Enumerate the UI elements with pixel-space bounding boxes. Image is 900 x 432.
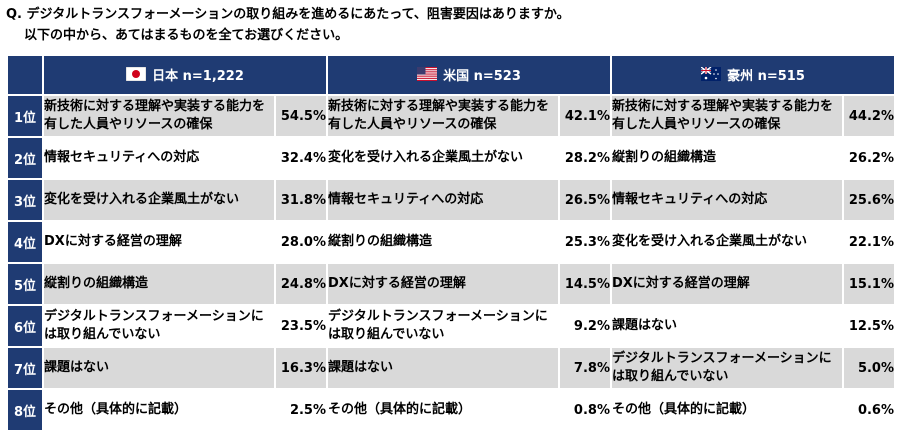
percentage-value: 16.3%	[273, 346, 329, 390]
percentage-value: 14.5%	[557, 262, 612, 306]
question-line-2: 以下の中から、あてはまるものを全てお選びください。	[24, 28, 349, 43]
item-label: 情報セキュリティへの対応	[326, 178, 560, 222]
rank-label: 6位	[6, 304, 44, 348]
australia-flag-icon	[701, 67, 722, 82]
item-label: DXに対する経営の理解	[326, 262, 560, 306]
percentage-value: 28.2%	[557, 136, 612, 180]
item-label: 課題はない	[326, 346, 560, 390]
rank-label: 3位	[6, 178, 44, 222]
column-header-usa: 米国 n=523	[326, 54, 612, 96]
item-label: 新技術に対する理解や実装する能力を有した人員やリソースの確保	[326, 94, 560, 138]
question-line-1: Q. デジタルトランスフォーメーションの取り組みを進めるにあたって、阻害要因はあ…	[6, 7, 570, 22]
percentage-value: 23.5%	[273, 304, 329, 348]
table-body: 1位 新技術に対する理解や実装する能力を有した人員やリソースの確保 54.5% 新技術…	[6, 94, 896, 432]
column-label-usa: 米国 n=523	[443, 68, 521, 84]
item-label: 情報セキュリティへの対応	[609, 178, 845, 222]
column-header-japan: 日本 n=1,222	[42, 54, 328, 96]
percentage-value: 15.1%	[842, 262, 896, 306]
item-label: その他（具体的に記載）	[326, 388, 560, 432]
percentage-value: 2.5%	[273, 388, 329, 432]
table-header-row: 日本 n=1,222 米国 n=523	[6, 54, 897, 96]
percentage-value: 26.5%	[557, 178, 612, 222]
table-row: 1位 新技術に対する理解や実装する能力を有した人員やリソースの確保 54.5% 新技術…	[6, 94, 896, 138]
column-label-australia: 豪州 n=515	[727, 68, 805, 84]
percentage-value: 31.8%	[273, 178, 329, 222]
item-label: その他（具体的に記載）	[42, 388, 276, 432]
item-label: デジタルトランスフォーメーションには取り組んでいない	[326, 304, 560, 348]
item-label: DXに対する経営の理解	[42, 220, 276, 264]
item-label: DXに対する経営の理解	[609, 262, 845, 306]
item-label: 縦割りの組織構造	[42, 262, 276, 306]
percentage-value: 25.3%	[557, 220, 612, 264]
ranking-table: 日本 n=1,222 米国 n=523	[6, 54, 897, 432]
table-corner	[6, 54, 44, 96]
percentage-value: 26.2%	[842, 136, 896, 180]
percentage-value: 54.5%	[273, 94, 329, 138]
table-row: 3位 変化を受け入れる企業風土がない 31.8% 情報セキュリティへの対応 26.5% 情…	[6, 178, 896, 222]
table-row: 7位 課題はない 16.3% 課題はない 7.8% デジタルトランスフォーメーションには取…	[6, 346, 896, 390]
item-label: その他（具体的に記載）	[609, 388, 845, 432]
column-header-australia: 豪州 n=515	[609, 54, 897, 96]
rank-label: 8位	[6, 388, 44, 432]
item-label: 新技術に対する理解や実装する能力を有した人員やリソースの確保	[42, 94, 276, 138]
table-row: 4位 DXに対する経営の理解 28.0% 縦割りの組織構造 25.3% 変化を受け入れる企…	[6, 220, 896, 264]
percentage-value: 25.6%	[842, 178, 896, 222]
percentage-value: 22.1%	[842, 220, 896, 264]
table-row: 8位 その他（具体的に記載） 2.5% その他（具体的に記載） 0.8% その他（具体的に…	[6, 388, 896, 432]
item-label: 新技術に対する理解や実装する能力を有した人員やリソースの確保	[609, 94, 845, 138]
item-label: デジタルトランスフォーメーションには取り組んでいない	[42, 304, 276, 348]
table-row: 5位 縦割りの組織構造 24.8% DXに対する経営の理解 14.5% DXに対する経営の…	[6, 262, 896, 306]
item-label: 課題はない	[42, 346, 276, 390]
percentage-value: 24.8%	[273, 262, 329, 306]
usa-flag-icon	[417, 67, 438, 82]
table-row: 2位 情報セキュリティへの対応 32.4% 変化を受け入れる企業風土がない 28.2% 縦…	[6, 136, 896, 180]
question-text: Q. デジタルトランスフォーメーションの取り組みを進めるにあたって、阻害要因はあ…	[6, 4, 570, 46]
item-label: 変化を受け入れる企業風土がない	[42, 178, 276, 222]
percentage-value: 9.2%	[557, 304, 612, 348]
percentage-value: 12.5%	[842, 304, 896, 348]
japan-flag-icon	[126, 67, 147, 82]
item-label: デジタルトランスフォーメーションには取り組んでいない	[609, 346, 845, 390]
item-label: 変化を受け入れる企業風土がない	[326, 136, 560, 180]
item-label: 課題はない	[609, 304, 845, 348]
item-label: 変化を受け入れる企業風土がない	[609, 220, 845, 264]
item-label: 縦割りの組織構造	[609, 136, 845, 180]
rank-label: 7位	[6, 346, 44, 390]
percentage-value: 32.4%	[273, 136, 329, 180]
table-row: 6位 デジタルトランスフォーメーションには取り組んでいない 23.5% デジタルトラン…	[6, 304, 896, 348]
item-label: 情報セキュリティへの対応	[42, 136, 276, 180]
percentage-value: 28.0%	[273, 220, 329, 264]
rank-label: 1位	[6, 94, 44, 138]
percentage-value: 5.0%	[842, 346, 896, 390]
rank-label: 4位	[6, 220, 44, 264]
percentage-value: 44.2%	[842, 94, 896, 138]
percentage-value: 0.8%	[557, 388, 612, 432]
percentage-value: 0.6%	[842, 388, 896, 432]
percentage-value: 42.1%	[557, 94, 612, 138]
item-label: 縦割りの組織構造	[326, 220, 560, 264]
column-label-japan: 日本 n=1,222	[152, 68, 244, 84]
rank-label: 5位	[6, 262, 44, 306]
rank-label: 2位	[6, 136, 44, 180]
percentage-value: 7.8%	[557, 346, 612, 390]
